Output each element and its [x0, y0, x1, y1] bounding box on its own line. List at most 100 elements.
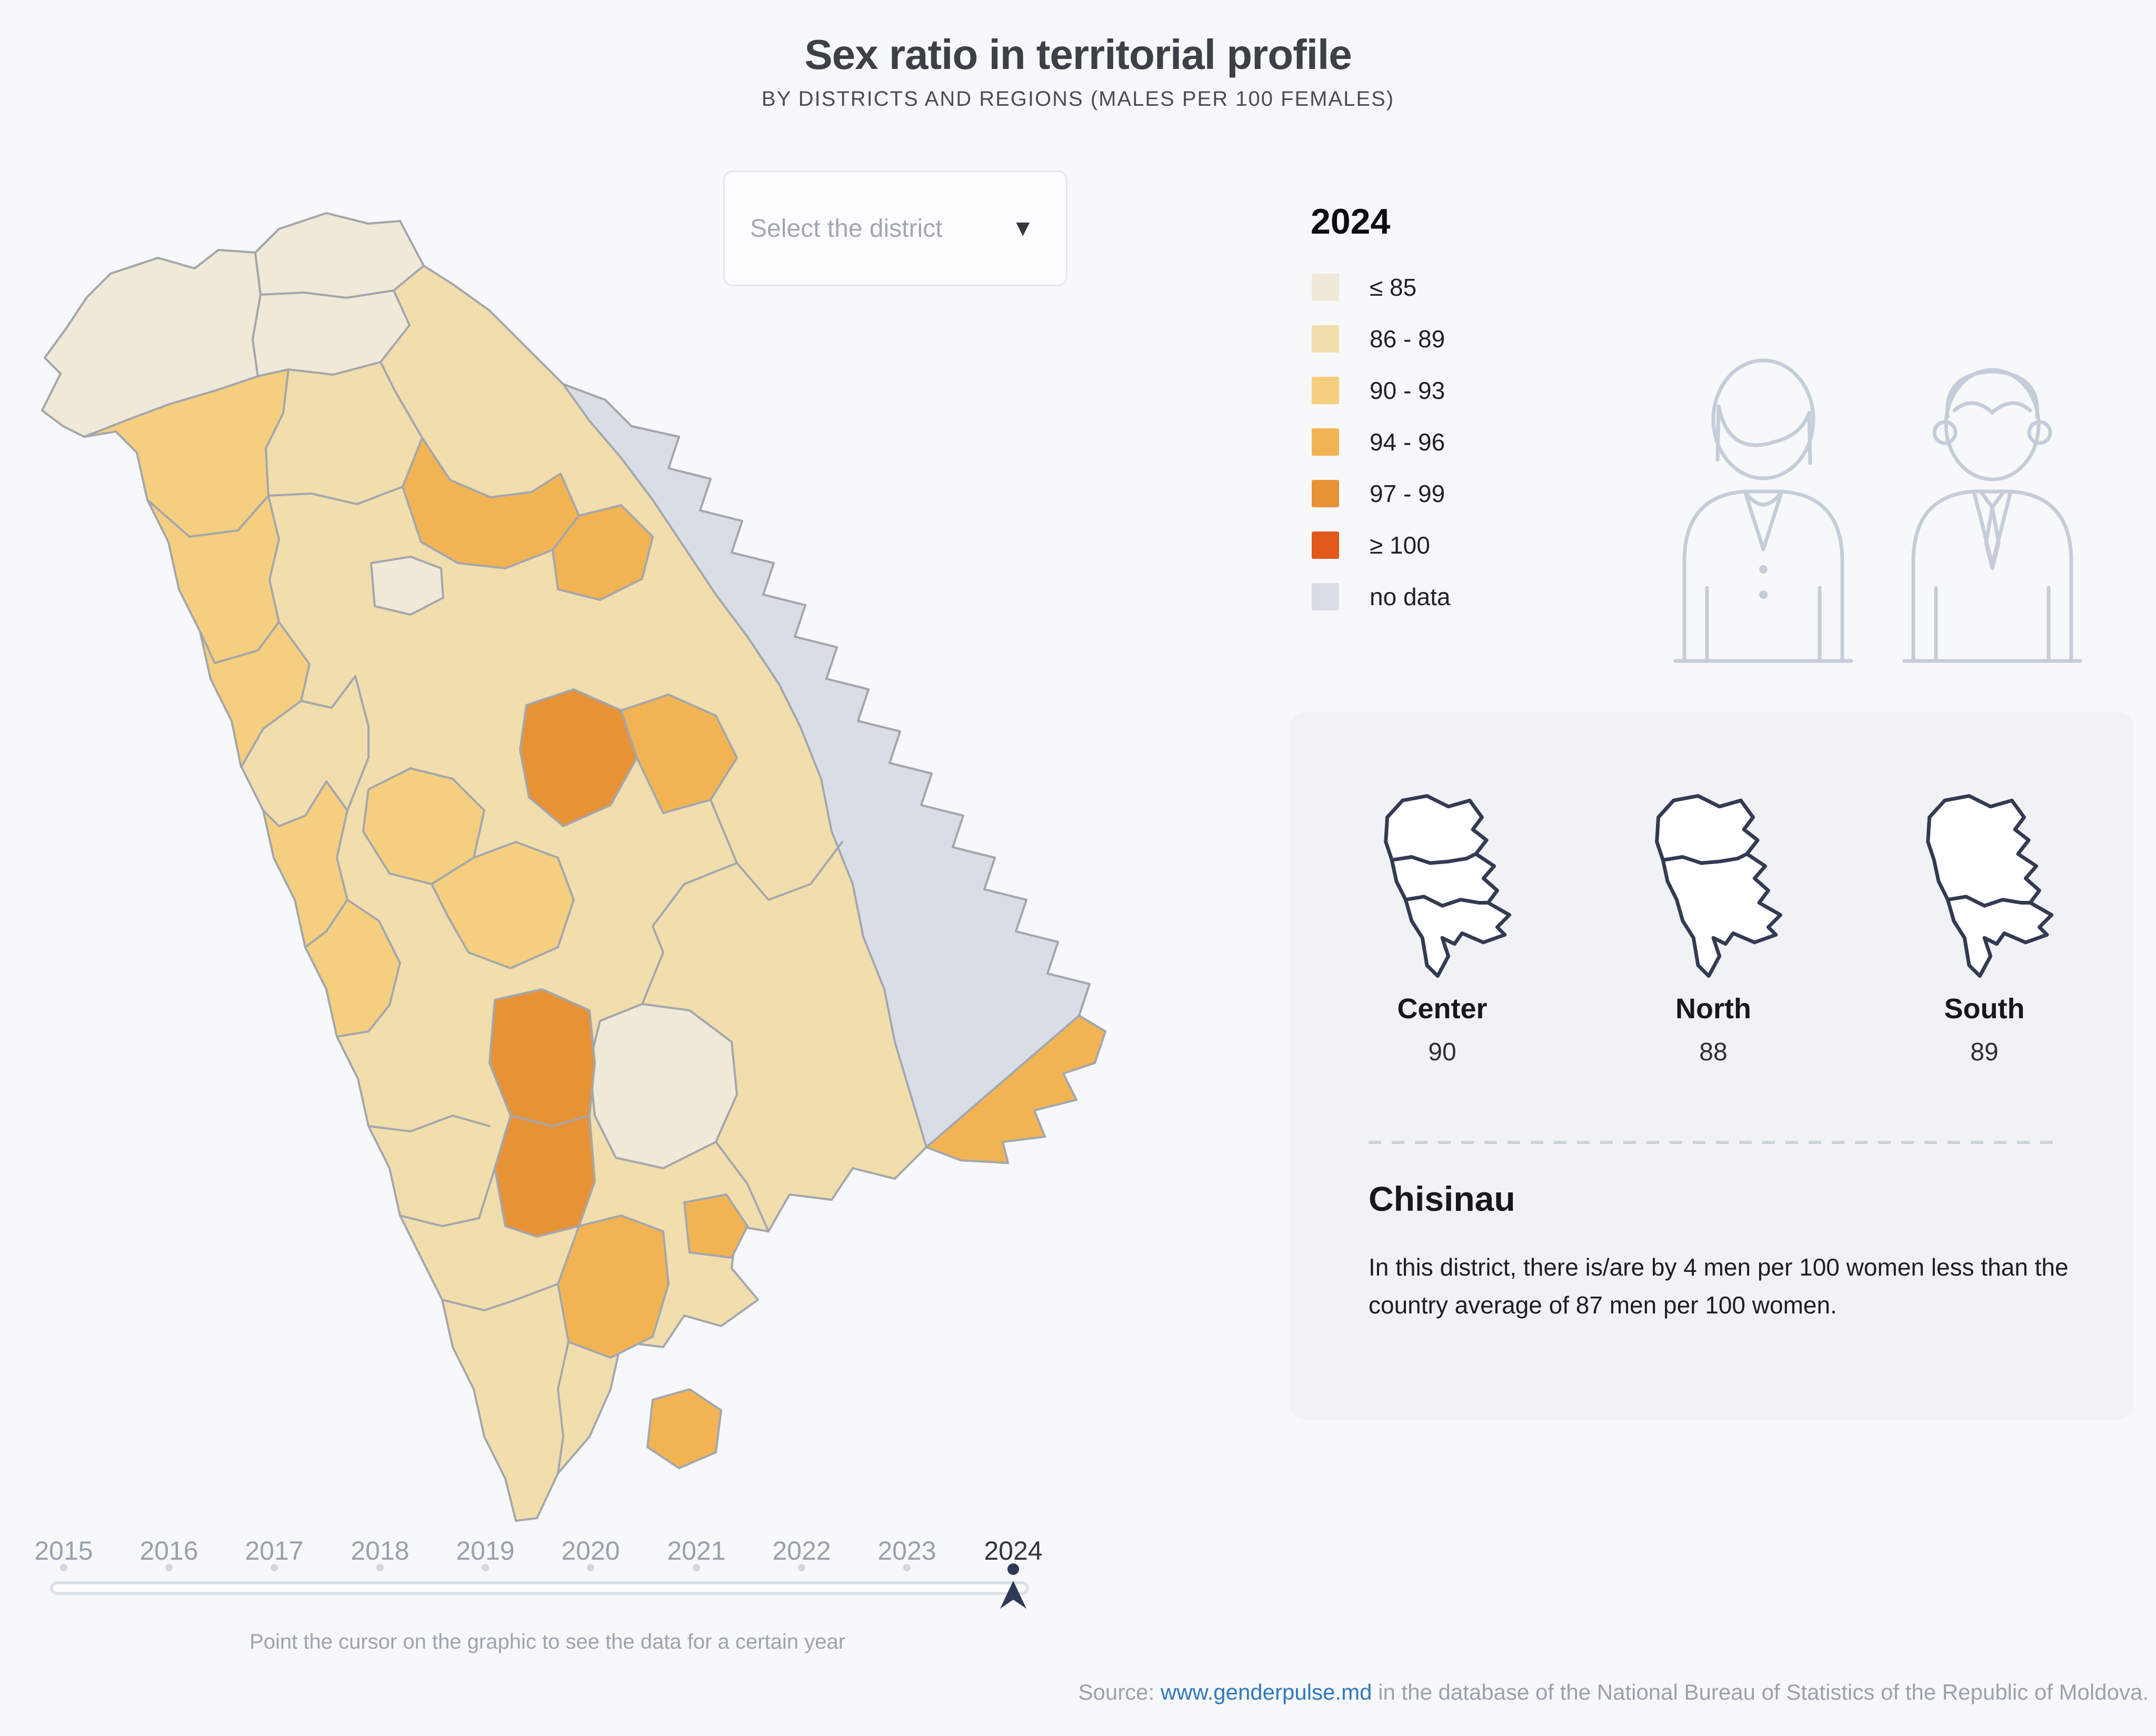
man-icon	[1902, 368, 2082, 663]
district-border	[557, 1341, 570, 1474]
legend-item: ≤ 85	[1312, 274, 1416, 301]
legend-swatch	[1312, 274, 1339, 301]
map-district[interactable]	[494, 1115, 596, 1238]
timeline-hint: Point the cursor on the graphic to see t…	[249, 1630, 845, 1653]
legend-item: 94 - 96	[1312, 428, 1445, 456]
woman-and-man-icons	[1673, 358, 2082, 663]
timeline-dot[interactable]	[482, 1564, 489, 1571]
chevron-down-icon: ▼	[1011, 215, 1034, 241]
region-value-south: 89	[1970, 1038, 1999, 1066]
region-name-south: South	[1944, 993, 2025, 1025]
timeline-dot[interactable]	[903, 1564, 911, 1571]
legend-label: 86 - 89	[1370, 325, 1445, 353]
timeline-year-2016[interactable]: 2016	[139, 1536, 198, 1566]
source-prefix: Source:	[1078, 1680, 1161, 1704]
district-balti[interactable]	[370, 556, 444, 616]
map-district[interactable]	[83, 368, 290, 538]
map-district[interactable]	[431, 841, 575, 969]
region-highlight-north	[1655, 794, 1760, 865]
page-subtitle: BY DISTRICTS AND REGIONS (MALES PER 100 …	[761, 87, 1395, 111]
timeline-year-2017[interactable]: 2017	[245, 1536, 304, 1566]
district-select[interactable]: Select the district ▼	[723, 170, 1067, 286]
legend-item: 90 - 93	[1312, 377, 1445, 404]
district-border	[267, 486, 404, 505]
timeline-year-2024-selected[interactable]: 2024	[984, 1536, 1043, 1566]
timeline-track[interactable]	[50, 1581, 1029, 1595]
district-border	[715, 1141, 770, 1232]
timeline-dot[interactable]	[587, 1564, 594, 1571]
district-border	[367, 1115, 491, 1132]
timeline-year-2020[interactable]: 2020	[561, 1536, 620, 1566]
legend-swatch	[1312, 583, 1339, 610]
map-district[interactable]	[519, 688, 638, 827]
timeline-year-2019[interactable]: 2019	[456, 1536, 515, 1566]
legend-label: 90 - 93	[1370, 377, 1445, 404]
region-map-south	[1926, 794, 2054, 978]
page-header: Sex ratio in territorial profile BY DIST…	[604, 32, 1552, 111]
selected-district-name: Chisinau	[1369, 1179, 1515, 1218]
legend-item: 86 - 89	[1312, 325, 1445, 353]
legend-item: 97 - 99	[1312, 480, 1445, 507]
region-highlight-center	[1390, 852, 1499, 908]
region-value-center: 90	[1428, 1038, 1456, 1066]
timeline-year-2021[interactable]: 2021	[667, 1536, 726, 1566]
legend-year: 2024	[1311, 202, 1391, 242]
legend-swatch	[1312, 531, 1339, 559]
map-district[interactable]	[683, 1193, 748, 1259]
legend-swatch	[1312, 428, 1339, 456]
timeline-cursor[interactable]	[990, 1558, 1037, 1613]
source-link[interactable]: www.genderpulse.md	[1160, 1680, 1372, 1704]
region-map-center	[1384, 794, 1512, 978]
district-border	[399, 1167, 496, 1227]
map-district[interactable]	[646, 1388, 722, 1469]
district-border	[346, 675, 370, 811]
map-district[interactable]	[304, 899, 401, 1038]
map-district[interactable]	[557, 1215, 670, 1359]
region-highlight-south	[1945, 895, 2054, 978]
timeline-dot[interactable]	[693, 1564, 700, 1571]
district-border	[380, 361, 423, 439]
moldova-choropleth-map	[41, 212, 1106, 1522]
timeline-dot[interactable]	[271, 1564, 278, 1571]
selected-district-description: In this district, there is/are by 4 men …	[1369, 1253, 2069, 1319]
map-district[interactable]	[925, 1015, 1106, 1164]
district-chisinau[interactable]	[588, 1003, 738, 1169]
district-border	[641, 862, 738, 1005]
map-district[interactable]	[552, 504, 654, 601]
district-select-placeholder: Select the district	[750, 214, 943, 243]
timeline-dot[interactable]	[165, 1564, 173, 1571]
region-transnistria-no-data[interactable]	[562, 383, 1091, 1148]
legend-label: ≤ 85	[1370, 274, 1417, 301]
legend-label: ≥ 100	[1370, 531, 1430, 559]
timeline-year-2023[interactable]: 2023	[877, 1536, 936, 1566]
district-border	[710, 799, 843, 901]
district-border	[300, 675, 356, 709]
legend-item: no data	[1312, 583, 1450, 610]
district-border	[441, 1283, 559, 1311]
timeline-dot[interactable]	[798, 1564, 805, 1571]
source-suffix: in the database of the National Bureau o…	[1372, 1680, 2149, 1704]
region-name-center: Center	[1397, 993, 1488, 1025]
timeline-year-2022[interactable]: 2022	[772, 1536, 831, 1566]
legend-swatch	[1312, 325, 1339, 353]
legend-label: no data	[1370, 583, 1451, 610]
region-value-north: 88	[1699, 1038, 1728, 1066]
legend-item: ≥ 100	[1312, 531, 1430, 559]
map-district[interactable]	[620, 694, 738, 814]
legend-label: 97 - 99	[1370, 480, 1445, 507]
region-name-north: North	[1675, 993, 1751, 1025]
source-line: Source: www.genderpulse.md in the databa…	[1078, 1680, 2149, 1705]
timeline-year-2018[interactable]: 2018	[351, 1536, 410, 1566]
timeline-dot[interactable]	[60, 1564, 67, 1571]
woman-icon	[1673, 358, 1853, 663]
map-district[interactable]	[254, 212, 425, 299]
legend-swatch	[1312, 480, 1339, 507]
timeline-year-2015[interactable]: 2015	[34, 1536, 93, 1566]
map-district[interactable]	[262, 780, 348, 948]
region-map-north	[1655, 794, 1783, 978]
page-title: Sex ratio in territorial profile	[804, 31, 1352, 78]
legend-label: 94 - 96	[1370, 428, 1445, 456]
legend-swatch	[1312, 377, 1339, 404]
dashed-divider	[1369, 1141, 2053, 1144]
timeline-dot[interactable]	[376, 1564, 384, 1571]
